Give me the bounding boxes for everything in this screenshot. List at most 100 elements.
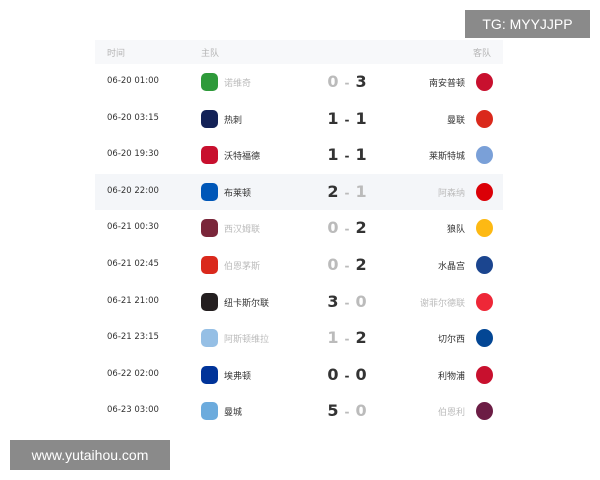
score-separator: - [344,149,350,164]
match-row[interactable]: 06-20 01:00 诺维奇 0-3 南安普顿 [95,64,503,101]
match-row[interactable]: 06-20 22:00 布莱顿 2-1 阿森纳 [95,173,503,211]
home-team-name[interactable]: 热刺 [224,115,243,126]
home-score: 0 [327,254,339,274]
match-score: 0-2 [317,218,377,237]
match-row[interactable]: 06-23 03:00 曼城 5-0 伯恩利 [95,393,503,430]
away-team-logo-icon [476,292,493,311]
table-header: 时间 主队 客队 [95,40,503,64]
match-time: 06-20 01:00 [107,76,159,86]
away-team-logo-icon [476,146,493,165]
match-time: 06-21 21:00 [107,295,159,306]
score-separator: - [344,76,350,90]
away-score: 2 [355,328,367,348]
header-time: 时间 [107,49,126,59]
watermark-top: TG: MYYJJPP [465,10,590,38]
home-score: 0 [327,364,339,384]
header-home: 主队 [201,49,220,59]
away-score: 0 [355,291,367,311]
away-score: 1 [355,145,367,165]
match-score: 1-1 [317,145,377,164]
match-row[interactable]: 06-20 19:30 沃特福德 1-1 莱斯特城 [95,137,503,174]
home-score: 0 [327,218,339,238]
home-score: 1 [327,145,339,165]
match-score: 2-1 [317,182,377,201]
score-separator: - [344,112,350,127]
home-team-name[interactable]: 曼城 [224,408,243,419]
home-team-logo-icon [201,329,218,348]
away-score: 2 [355,218,367,238]
match-row[interactable]: 06-21 21:00 纽卡斯尔联 3-0 谢菲尔德联 [95,284,503,321]
match-row[interactable]: 06-20 03:15 热刺 1-1 曼联 [95,101,503,138]
home-team-name[interactable]: 沃特福德 [224,152,261,163]
away-team-logo-icon [476,73,493,91]
home-team-logo-icon [201,182,218,201]
home-team-name[interactable]: 埃弗顿 [224,371,252,382]
watermark-bottom: www.yutaihou.com [10,440,170,470]
home-score: 2 [327,181,339,201]
away-team-name[interactable]: 水晶宫 [437,261,465,272]
away-team-name[interactable]: 利物浦 [437,371,465,382]
home-team-name[interactable]: 伯恩茅斯 [224,261,261,272]
match-row[interactable]: 06-21 02:45 伯恩茅斯 0-2 水晶宫 [95,247,503,284]
home-team-logo-icon [201,73,218,91]
home-team-name[interactable]: 诺维奇 [224,79,252,89]
score-separator: - [344,368,350,383]
match-score: 1-2 [317,328,377,347]
home-team-name[interactable]: 西汉姆联 [224,225,261,236]
home-team-name[interactable]: 布莱顿 [224,188,252,199]
header-away: 客队 [472,49,491,59]
match-row[interactable]: 06-21 00:30 西汉姆联 0-2 狼队 [95,210,503,247]
away-team-logo-icon [476,109,493,128]
match-time: 06-20 19:30 [107,149,159,160]
score-separator: - [344,405,350,420]
away-score: 0 [355,401,367,421]
match-time: 06-21 00:30 [107,222,159,233]
match-time: 06-21 23:15 [107,332,159,343]
match-score: 1-1 [317,109,377,128]
away-team-name[interactable]: 莱斯特城 [428,152,465,163]
score-separator: - [344,295,350,310]
home-team-logo-icon [201,146,218,165]
home-team-logo-icon [201,365,218,384]
home-team-name[interactable]: 阿斯顿维拉 [224,335,270,346]
match-row[interactable]: 06-21 23:15 阿斯顿维拉 1-2 切尔西 [95,320,503,357]
home-score: 0 [327,72,339,91]
away-team-logo-icon [476,255,493,274]
away-team-name[interactable]: 切尔西 [437,335,465,346]
away-team-logo-icon [476,182,493,201]
away-score: 3 [355,72,367,91]
away-team-name[interactable]: 阿森纳 [437,188,465,199]
away-score: 2 [355,254,367,274]
match-time: 06-20 22:00 [107,185,159,196]
match-score: 0-2 [317,255,377,274]
away-team-logo-icon [476,329,493,348]
match-table: 时间 主队 客队 06-20 01:00 诺维奇 0-3 南安普顿 06-20 … [95,40,503,430]
match-time: 06-20 03:15 [107,112,159,123]
away-team-name[interactable]: 谢菲尔德联 [419,298,465,309]
match-score: 3-0 [317,292,377,311]
score-separator: - [344,332,350,347]
home-team-name[interactable]: 纽卡斯尔联 [224,298,270,309]
match-time: 06-23 03:00 [107,405,159,416]
away-score: 1 [355,181,367,201]
home-score: 1 [327,108,339,128]
away-score: 0 [355,364,367,384]
home-team-logo-icon [201,109,218,128]
away-team-logo-icon [476,219,493,238]
away-score: 1 [355,108,367,128]
score-separator: - [344,222,350,237]
match-row[interactable]: 06-22 02:00 埃弗顿 0-0 利物浦 [95,357,503,394]
away-team-logo-icon [476,402,493,421]
match-score: 0-3 [317,72,377,91]
away-team-name[interactable]: 曼联 [446,115,465,126]
away-team-name[interactable]: 南安普顿 [428,79,465,89]
away-team-name[interactable]: 狼队 [446,225,465,236]
home-score: 3 [327,291,339,311]
match-score: 0-0 [317,365,377,384]
away-team-name[interactable]: 伯恩利 [437,408,465,419]
score-separator: - [344,185,350,200]
score-separator: - [344,258,350,273]
home-score: 5 [327,401,339,421]
match-score: 5-0 [317,401,377,420]
match-time: 06-22 02:00 [107,368,159,379]
